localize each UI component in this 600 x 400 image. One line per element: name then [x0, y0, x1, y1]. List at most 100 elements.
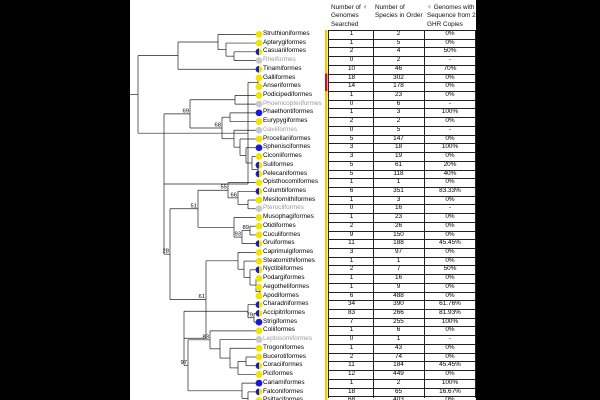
table-gridline	[328, 343, 476, 345]
species-count-cell: 2	[396, 117, 401, 125]
order-name: Phaethontiformes	[263, 108, 314, 116]
genomes-searched-cell: 0	[349, 99, 354, 107]
table-column-divider	[424, 30, 425, 398]
order-name: Piciformes	[263, 370, 293, 378]
genomes-searched-cell: 1	[349, 91, 354, 99]
two-copy-percent-cell: 0%	[445, 134, 455, 142]
table-row: Aegotheliformes 1 9 0%	[130, 283, 476, 292]
species-count-cell: 150	[393, 230, 404, 238]
two-copy-percent-cell: -	[448, 56, 452, 64]
table-gridline	[328, 326, 476, 328]
table-row: Cariamiformes 1 2 100%	[130, 379, 476, 388]
two-copy-percent-cell: 0%	[445, 221, 455, 229]
table-gridline	[328, 256, 476, 258]
table-column-divider	[373, 30, 374, 398]
two-copy-percent-cell: 70%	[443, 64, 457, 72]
presence-dot	[255, 371, 263, 378]
species-count-cell: 5	[396, 125, 401, 133]
presence-dot	[255, 336, 263, 343]
genomes-searched-cell: 2	[349, 47, 354, 55]
table-gridline	[328, 213, 476, 215]
table-row: Phoenicopteriformes 0 6 -	[130, 100, 476, 109]
order-name: Gruiformes	[263, 239, 295, 247]
order-name: Podicipediformes	[263, 91, 313, 99]
presence-dot	[255, 397, 263, 400]
order-name: Podargiformes	[263, 274, 305, 282]
presence-dot	[255, 30, 263, 38]
presence-dot	[255, 292, 263, 300]
presence-dot	[255, 353, 263, 361]
table-gridline	[328, 91, 476, 93]
table-row: Charadriiformes 34 390 61.76%	[130, 300, 476, 309]
table-row: Coliiformes 1 6 0%	[130, 326, 476, 335]
genomes-searched-cell: 0	[349, 125, 354, 133]
species-count-cell: 147	[393, 134, 404, 142]
table-gridline	[328, 160, 476, 162]
presence-dot	[255, 187, 263, 195]
species-count-cell: 266	[393, 309, 404, 317]
species-count-cell: 1	[396, 178, 401, 186]
order-name: Anseriformes	[263, 82, 301, 90]
genomes-searched-cell: 12	[347, 370, 356, 378]
table-gridline	[328, 64, 476, 66]
presence-dot	[255, 161, 263, 169]
order-name: Accipitriformes	[263, 309, 305, 317]
two-copy-percent-cell: -	[448, 204, 452, 212]
table-row: Columbiformes 6 351 83.33%	[130, 187, 476, 196]
species-count-cell: 16	[394, 204, 403, 212]
table-row: Casuariiformes 2 4 50%	[130, 47, 476, 56]
table-row: Struthioniformes 1 2 0%	[130, 30, 476, 39]
two-copy-percent-cell: -	[448, 125, 452, 133]
presence-dot	[255, 153, 263, 160]
table-gridline	[328, 108, 476, 110]
two-copy-percent-cell: 45.45%	[439, 239, 461, 247]
presence-dot	[255, 109, 263, 117]
two-copy-percent-cell: 20%	[443, 160, 457, 168]
order-name: Strigiformes	[263, 317, 298, 325]
presence-dot	[255, 92, 263, 99]
species-count-cell: 2	[396, 56, 401, 64]
two-copy-percent-cell: 0%	[445, 38, 455, 46]
table-gridline	[328, 169, 476, 171]
species-count-cell: 97	[394, 248, 403, 255]
species-count-cell: 23	[394, 213, 403, 221]
presence-dot	[255, 65, 263, 73]
species-count-cell: 6	[396, 99, 401, 107]
table-row: Tinamiformes 10 46 70%	[130, 65, 476, 74]
phylogenetic-tree: 686966558993517983976128	[130, 30, 328, 400]
order-name: Sphenisciformes	[263, 143, 311, 151]
order-name: Casuariiformes	[263, 47, 306, 55]
two-copy-percent-cell: 100%	[441, 143, 459, 151]
two-copy-percent-cell: 0%	[445, 230, 455, 238]
two-copy-percent-cell: 45.45%	[439, 361, 461, 369]
bootstrap-label: 66	[231, 192, 237, 198]
table-row: Anseriformes 14 178 0%	[130, 82, 476, 91]
species-count-cell: 4	[396, 47, 401, 55]
species-count-cell: 302	[393, 73, 404, 81]
presence-dot	[255, 83, 263, 91]
order-name: Aegotheliformes	[263, 282, 310, 290]
genomes-searched-cell: 6	[349, 291, 354, 299]
table-row: Mesitornithiformes 1 3 0%	[130, 196, 476, 205]
genomes-searched-cell: 2	[349, 117, 354, 125]
order-name: Musophagiformes	[263, 213, 314, 221]
table-row: Apterygiformes 1 5 0%	[130, 39, 476, 48]
table-gridline	[328, 335, 476, 337]
species-count-cell: 178	[393, 82, 404, 90]
table-row: Strigiformes 7 255 100%	[130, 318, 476, 327]
order-name: Apodiformes	[263, 291, 299, 299]
table-row: Musophagiformes 1 23 0%	[130, 213, 476, 222]
order-name: Otidiformes	[263, 221, 296, 229]
presence-dot	[255, 135, 263, 143]
species-count-cell: 26	[394, 221, 403, 229]
table-gridline	[328, 230, 476, 232]
order-name: Coliiformes	[263, 326, 295, 334]
two-copy-percent-cell: 0%	[445, 82, 455, 90]
table-row: Accipitriformes 83 266 81.93%	[130, 309, 476, 318]
species-count-cell: 2	[396, 30, 401, 37]
table-row: Rheiformes 0 2 -	[130, 56, 476, 65]
bootstrap-label: 51	[191, 203, 197, 209]
genomes-searched-cell: 18	[347, 387, 356, 395]
species-count-cell: 1	[396, 335, 401, 343]
bootstrap-label: 68	[215, 122, 221, 128]
